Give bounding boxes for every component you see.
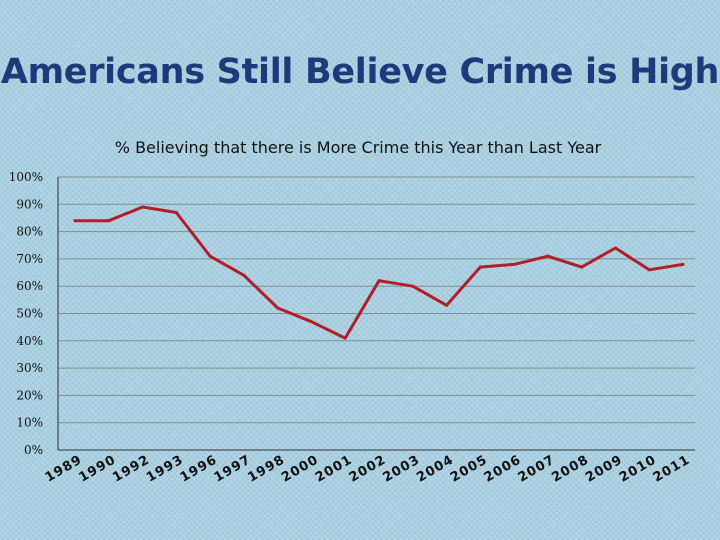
data-point	[276, 306, 280, 310]
x-tick-label: 2010	[617, 452, 659, 485]
slide-title: Americans Still Believe Crime is High	[0, 52, 720, 92]
series-line	[73, 205, 685, 340]
data-point	[208, 254, 212, 258]
x-tick-label: 2001	[313, 452, 355, 485]
data-point	[377, 279, 381, 283]
y-tick-label: 50%	[16, 307, 43, 321]
data-point	[681, 262, 685, 266]
y-tick-label: 100%	[9, 170, 43, 184]
x-tick-label: 1993	[144, 452, 186, 485]
x-tick-label: 2000	[279, 452, 321, 485]
data-point	[478, 265, 482, 269]
x-tick-label: 1989	[43, 452, 85, 485]
series-group	[73, 205, 685, 340]
x-tick-label: 2004	[414, 452, 456, 485]
y-tick-label: 90%	[16, 197, 43, 211]
y-tick-label: 40%	[16, 334, 43, 348]
y-tick-label: 30%	[16, 361, 43, 375]
x-tick-label: 2007	[516, 452, 558, 485]
x-tick-label: 1992	[110, 452, 152, 485]
chart-title: % Believing that there is More Crime thi…	[115, 138, 602, 157]
data-point	[580, 265, 584, 269]
data-point	[309, 320, 313, 324]
x-axis-ticks: 1989199019921993199619971998200020012002…	[43, 452, 693, 485]
data-point	[174, 210, 178, 214]
data-point	[445, 303, 449, 307]
x-tick-label: 1996	[178, 452, 220, 485]
gridlines	[57, 176, 695, 451]
data-point	[647, 268, 651, 272]
x-tick-label: 2011	[651, 452, 693, 485]
data-point	[343, 336, 347, 340]
data-point	[546, 254, 550, 258]
x-tick-label: 2008	[549, 452, 591, 485]
data-point	[107, 219, 111, 223]
y-tick-label: 70%	[16, 252, 43, 266]
x-tick-label: 2003	[380, 452, 422, 485]
x-tick-label: 2002	[347, 452, 389, 485]
y-tick-label: 80%	[16, 225, 43, 239]
x-tick-label: 1998	[245, 452, 287, 485]
x-tick-label: 2005	[448, 452, 490, 485]
data-point	[141, 205, 145, 209]
data-point	[242, 273, 246, 277]
data-point	[411, 284, 415, 288]
y-tick-label: 10%	[16, 416, 43, 430]
y-axis-ticks: 0% 10% 20% 30% 40% 50% 60% 70% 80% 90% 100%	[9, 170, 43, 457]
x-tick-label: 2009	[583, 452, 625, 485]
data-point	[613, 246, 617, 250]
y-tick-label: 20%	[16, 388, 43, 402]
x-tick-label: 2006	[482, 452, 524, 485]
y-tick-label: 0%	[24, 443, 43, 457]
x-tick-label: 1997	[212, 452, 254, 485]
data-point	[73, 219, 77, 223]
x-tick-label: 1990	[76, 452, 118, 485]
y-tick-label: 60%	[16, 279, 43, 293]
data-point	[512, 262, 516, 266]
